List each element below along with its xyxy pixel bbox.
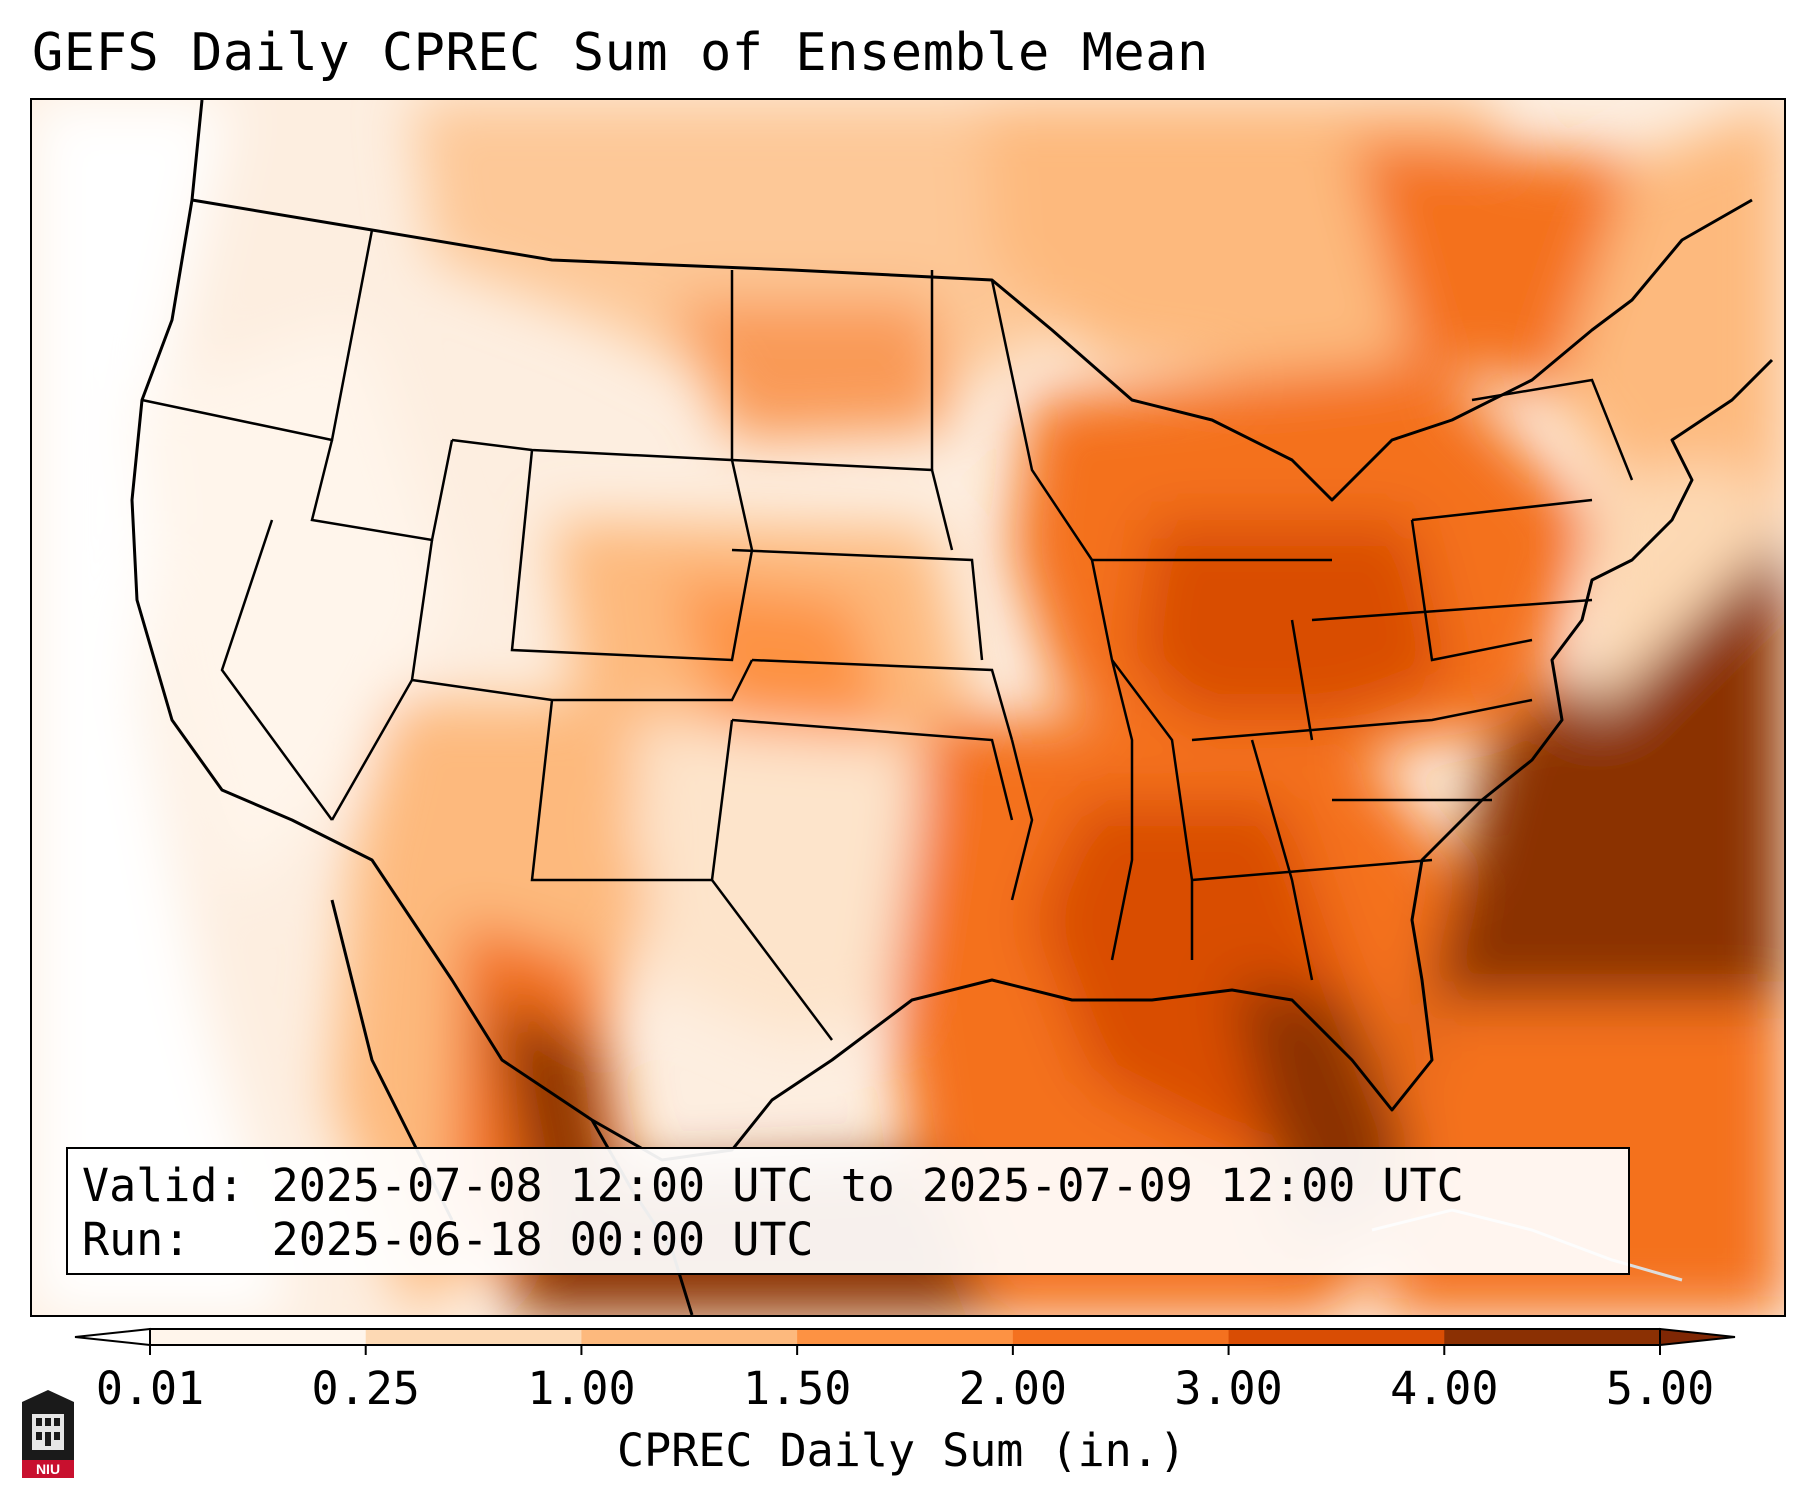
colorbar-tick-label: 5.00 xyxy=(1605,1362,1715,1415)
colorbar-tick-label: 0.25 xyxy=(311,1362,420,1415)
colorbar-tick-label: 2.00 xyxy=(958,1362,1068,1415)
colorbar-segment xyxy=(1444,1329,1661,1345)
valid-value: 2025-07-08 12:00 UTC to 2025-07-09 12:00… xyxy=(271,1159,1464,1212)
colorbar-tick-label: 0.01 xyxy=(95,1362,205,1415)
map-title: GEFS Daily CPREC Sum of Ensemble Mean xyxy=(32,23,1209,83)
run-value: 2025-06-18 00:00 UTC xyxy=(271,1213,814,1266)
colorbar-under-arrow xyxy=(74,1327,151,1347)
colorbar-tick-label: 1.00 xyxy=(527,1362,636,1415)
state-outlines xyxy=(141,229,1634,1041)
colorbar-outline xyxy=(149,1328,1661,1346)
colorbar-over-arrow xyxy=(1659,1327,1736,1347)
niu-logo-text: NIU xyxy=(36,1461,60,1477)
valid-row: Valid: 2025-07-08 12:00 UTC to 2025-07-0… xyxy=(82,1159,1614,1213)
colorbar-segment xyxy=(1228,1329,1445,1345)
precipitation-map xyxy=(30,98,1786,1317)
colorbar-segment xyxy=(797,1329,1014,1345)
run-label: Run: xyxy=(82,1213,191,1266)
valid-label: Valid: xyxy=(82,1159,245,1212)
colorbar-tick-label: 1.50 xyxy=(742,1362,852,1415)
run-row: Run: 2025-06-18 00:00 UTC xyxy=(82,1213,1614,1267)
colorbar-segment xyxy=(581,1329,798,1345)
colorbar-tick-label: 3.00 xyxy=(1174,1362,1283,1415)
niu-logo: NIU xyxy=(22,1390,74,1478)
colorbar-segment xyxy=(150,1329,367,1345)
colorbar-segment xyxy=(365,1329,582,1345)
colorbar-label: CPREC Daily Sum (in.) xyxy=(617,1424,1186,1477)
colorbar xyxy=(74,1327,1736,1355)
colorbar-segment xyxy=(1012,1329,1230,1345)
precip-field xyxy=(32,100,1784,1315)
colorbar-tick-label: 4.00 xyxy=(1390,1362,1499,1415)
valid-run-info-box: Valid: 2025-07-08 12:00 UTC to 2025-07-0… xyxy=(66,1147,1630,1275)
